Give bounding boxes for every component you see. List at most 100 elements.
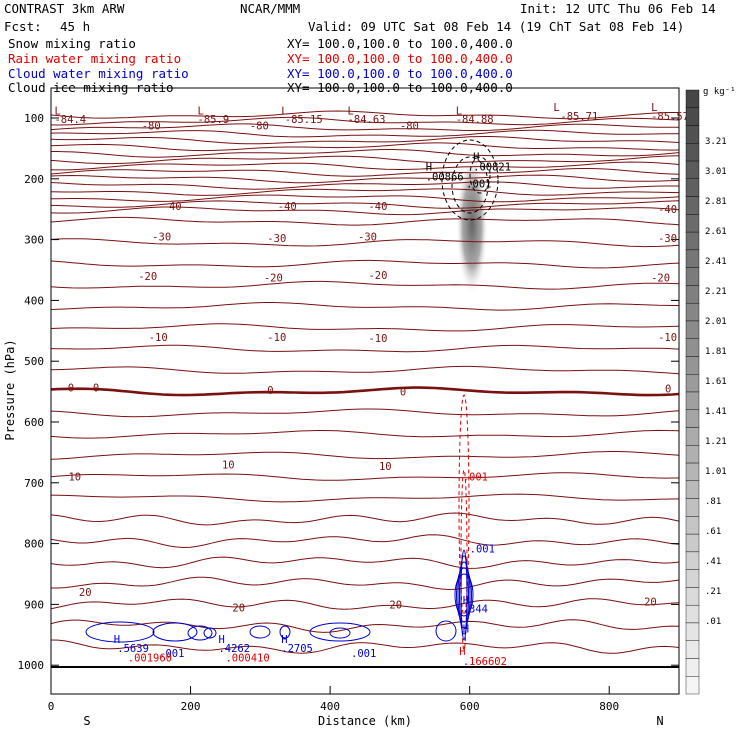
contour-label: -84.63 bbox=[348, 114, 386, 126]
contour-label: -40 bbox=[163, 201, 182, 213]
contour-label: 20 bbox=[389, 599, 402, 611]
colorbar-swatch bbox=[685, 143, 700, 162]
colorbar-swatch bbox=[685, 285, 700, 304]
y-tick-label: 800 bbox=[24, 538, 44, 551]
colorbar-swatch bbox=[685, 89, 700, 108]
colorbar-swatch bbox=[685, 267, 700, 286]
colorbar-swatch bbox=[685, 160, 700, 180]
temperature-contour bbox=[51, 619, 679, 633]
temperature-contour bbox=[51, 576, 679, 591]
extremum-marker: L bbox=[54, 106, 60, 118]
cloud-water-contour bbox=[459, 555, 469, 635]
contour-label: -84.88 bbox=[456, 114, 494, 126]
field-xy-rain: XY= 100.0,100.0 to 100.0,400.0 bbox=[287, 51, 513, 66]
contour-label: .001 bbox=[351, 648, 376, 660]
colorbar-swatch bbox=[685, 676, 700, 695]
temperature-contour bbox=[51, 123, 679, 131]
colorbar-label: 1.81 bbox=[705, 347, 727, 357]
colorbar-label: 2.81 bbox=[705, 197, 727, 207]
contour-label: .166602 bbox=[463, 656, 507, 668]
colorbar-swatch bbox=[685, 533, 700, 553]
colorbar-swatch bbox=[685, 107, 700, 126]
temperature-contour bbox=[51, 129, 679, 138]
temperature-contour bbox=[51, 280, 679, 290]
x-tick-label: 800 bbox=[599, 700, 619, 713]
colorbar-label: 2.01 bbox=[705, 317, 727, 327]
contour-label: 0 bbox=[400, 387, 406, 399]
temperature-contour bbox=[51, 323, 679, 332]
colorbar-swatch bbox=[685, 516, 700, 535]
rain-contour bbox=[460, 469, 468, 651]
cloud-water-contour bbox=[457, 561, 471, 629]
cloud-water-contour bbox=[203, 627, 217, 639]
x-tick-label: 200 bbox=[181, 700, 201, 713]
plot-frame bbox=[50, 87, 680, 695]
contour-label: .344 bbox=[463, 604, 488, 616]
temperature-contour bbox=[51, 149, 679, 158]
forecast-label: Fcst: bbox=[4, 19, 42, 34]
contour-label: .4262 bbox=[218, 643, 250, 655]
temperature-contour bbox=[51, 365, 679, 375]
colorbar-label: .41 bbox=[705, 557, 721, 567]
colorbar-label: .01 bbox=[705, 617, 721, 627]
contour-label: .001 bbox=[159, 648, 184, 660]
extremum-marker: H bbox=[114, 634, 120, 646]
contour-label: -84.4 bbox=[54, 114, 86, 126]
colorbar-label: 2.41 bbox=[705, 257, 727, 267]
colorbar-swatch bbox=[685, 658, 700, 677]
x-tick-label: 600 bbox=[460, 700, 480, 713]
cloud-water-contour bbox=[435, 620, 457, 642]
temperature-contour bbox=[51, 472, 679, 481]
contour-label: -80 bbox=[142, 120, 161, 132]
temperature-contour bbox=[51, 174, 679, 184]
contour-label: -85.57 bbox=[651, 111, 689, 123]
contour-label: .000410 bbox=[225, 652, 269, 664]
x-axis-title: Distance (km) bbox=[318, 714, 412, 728]
y-tick-label: 100 bbox=[24, 112, 44, 125]
contour-label: 0 bbox=[267, 385, 273, 397]
contour-label: .001 bbox=[470, 543, 495, 555]
colorbar-swatch bbox=[685, 338, 700, 357]
temperature-contour bbox=[51, 259, 679, 269]
cloud-water-contour bbox=[460, 549, 468, 641]
extremum-marker: H bbox=[459, 646, 465, 658]
contour-label: -0 bbox=[61, 382, 74, 394]
temperature-contour bbox=[51, 344, 679, 353]
colorbar-swatch bbox=[685, 622, 700, 641]
y-tick-label: 300 bbox=[24, 234, 44, 247]
cloud-water-contour bbox=[454, 573, 474, 617]
temperature-contour bbox=[51, 493, 679, 503]
contour-label: -10 bbox=[658, 332, 677, 344]
temperature-contour bbox=[51, 429, 679, 439]
extremum-marker: L bbox=[456, 106, 462, 118]
colorbar-label: 3.01 bbox=[705, 167, 727, 177]
colorbar-unit: g kg⁻¹ bbox=[703, 87, 736, 97]
contour-label: -20 bbox=[651, 272, 670, 284]
field-xy-cloud-water: XY= 100.0,100.0 to 100.0,400.0 bbox=[287, 66, 513, 81]
contour-label: -85.9 bbox=[198, 114, 230, 126]
cloud-water-contour bbox=[279, 625, 291, 639]
cloud-water-contour bbox=[309, 622, 371, 642]
colorbar-swatch bbox=[685, 480, 700, 499]
contour-label: .00866 bbox=[426, 171, 464, 183]
colorbar-label: .81 bbox=[705, 497, 721, 507]
temperature-contour bbox=[51, 639, 679, 654]
contour-label: -20 bbox=[138, 271, 157, 283]
y-tick-label: 600 bbox=[24, 416, 44, 429]
y-axis-title: Pressure (hPa) bbox=[3, 339, 17, 440]
contour-label: 10 bbox=[222, 460, 235, 472]
temperature-contour bbox=[51, 155, 679, 165]
temperature-contour bbox=[51, 512, 679, 526]
contour-label: 20 bbox=[79, 587, 92, 599]
contour-label: 20 bbox=[644, 596, 657, 608]
y-tick-label: 1000 bbox=[18, 659, 45, 672]
colorbar-swatch bbox=[685, 231, 700, 251]
colorbar-swatch bbox=[685, 302, 700, 322]
contour-label: -80 bbox=[250, 120, 269, 132]
cloud-water-contour bbox=[152, 622, 198, 642]
temperature-contour bbox=[51, 116, 679, 126]
contour-label: -30 bbox=[267, 233, 286, 245]
north-label: N bbox=[656, 714, 663, 728]
temperature-contour bbox=[51, 136, 679, 145]
